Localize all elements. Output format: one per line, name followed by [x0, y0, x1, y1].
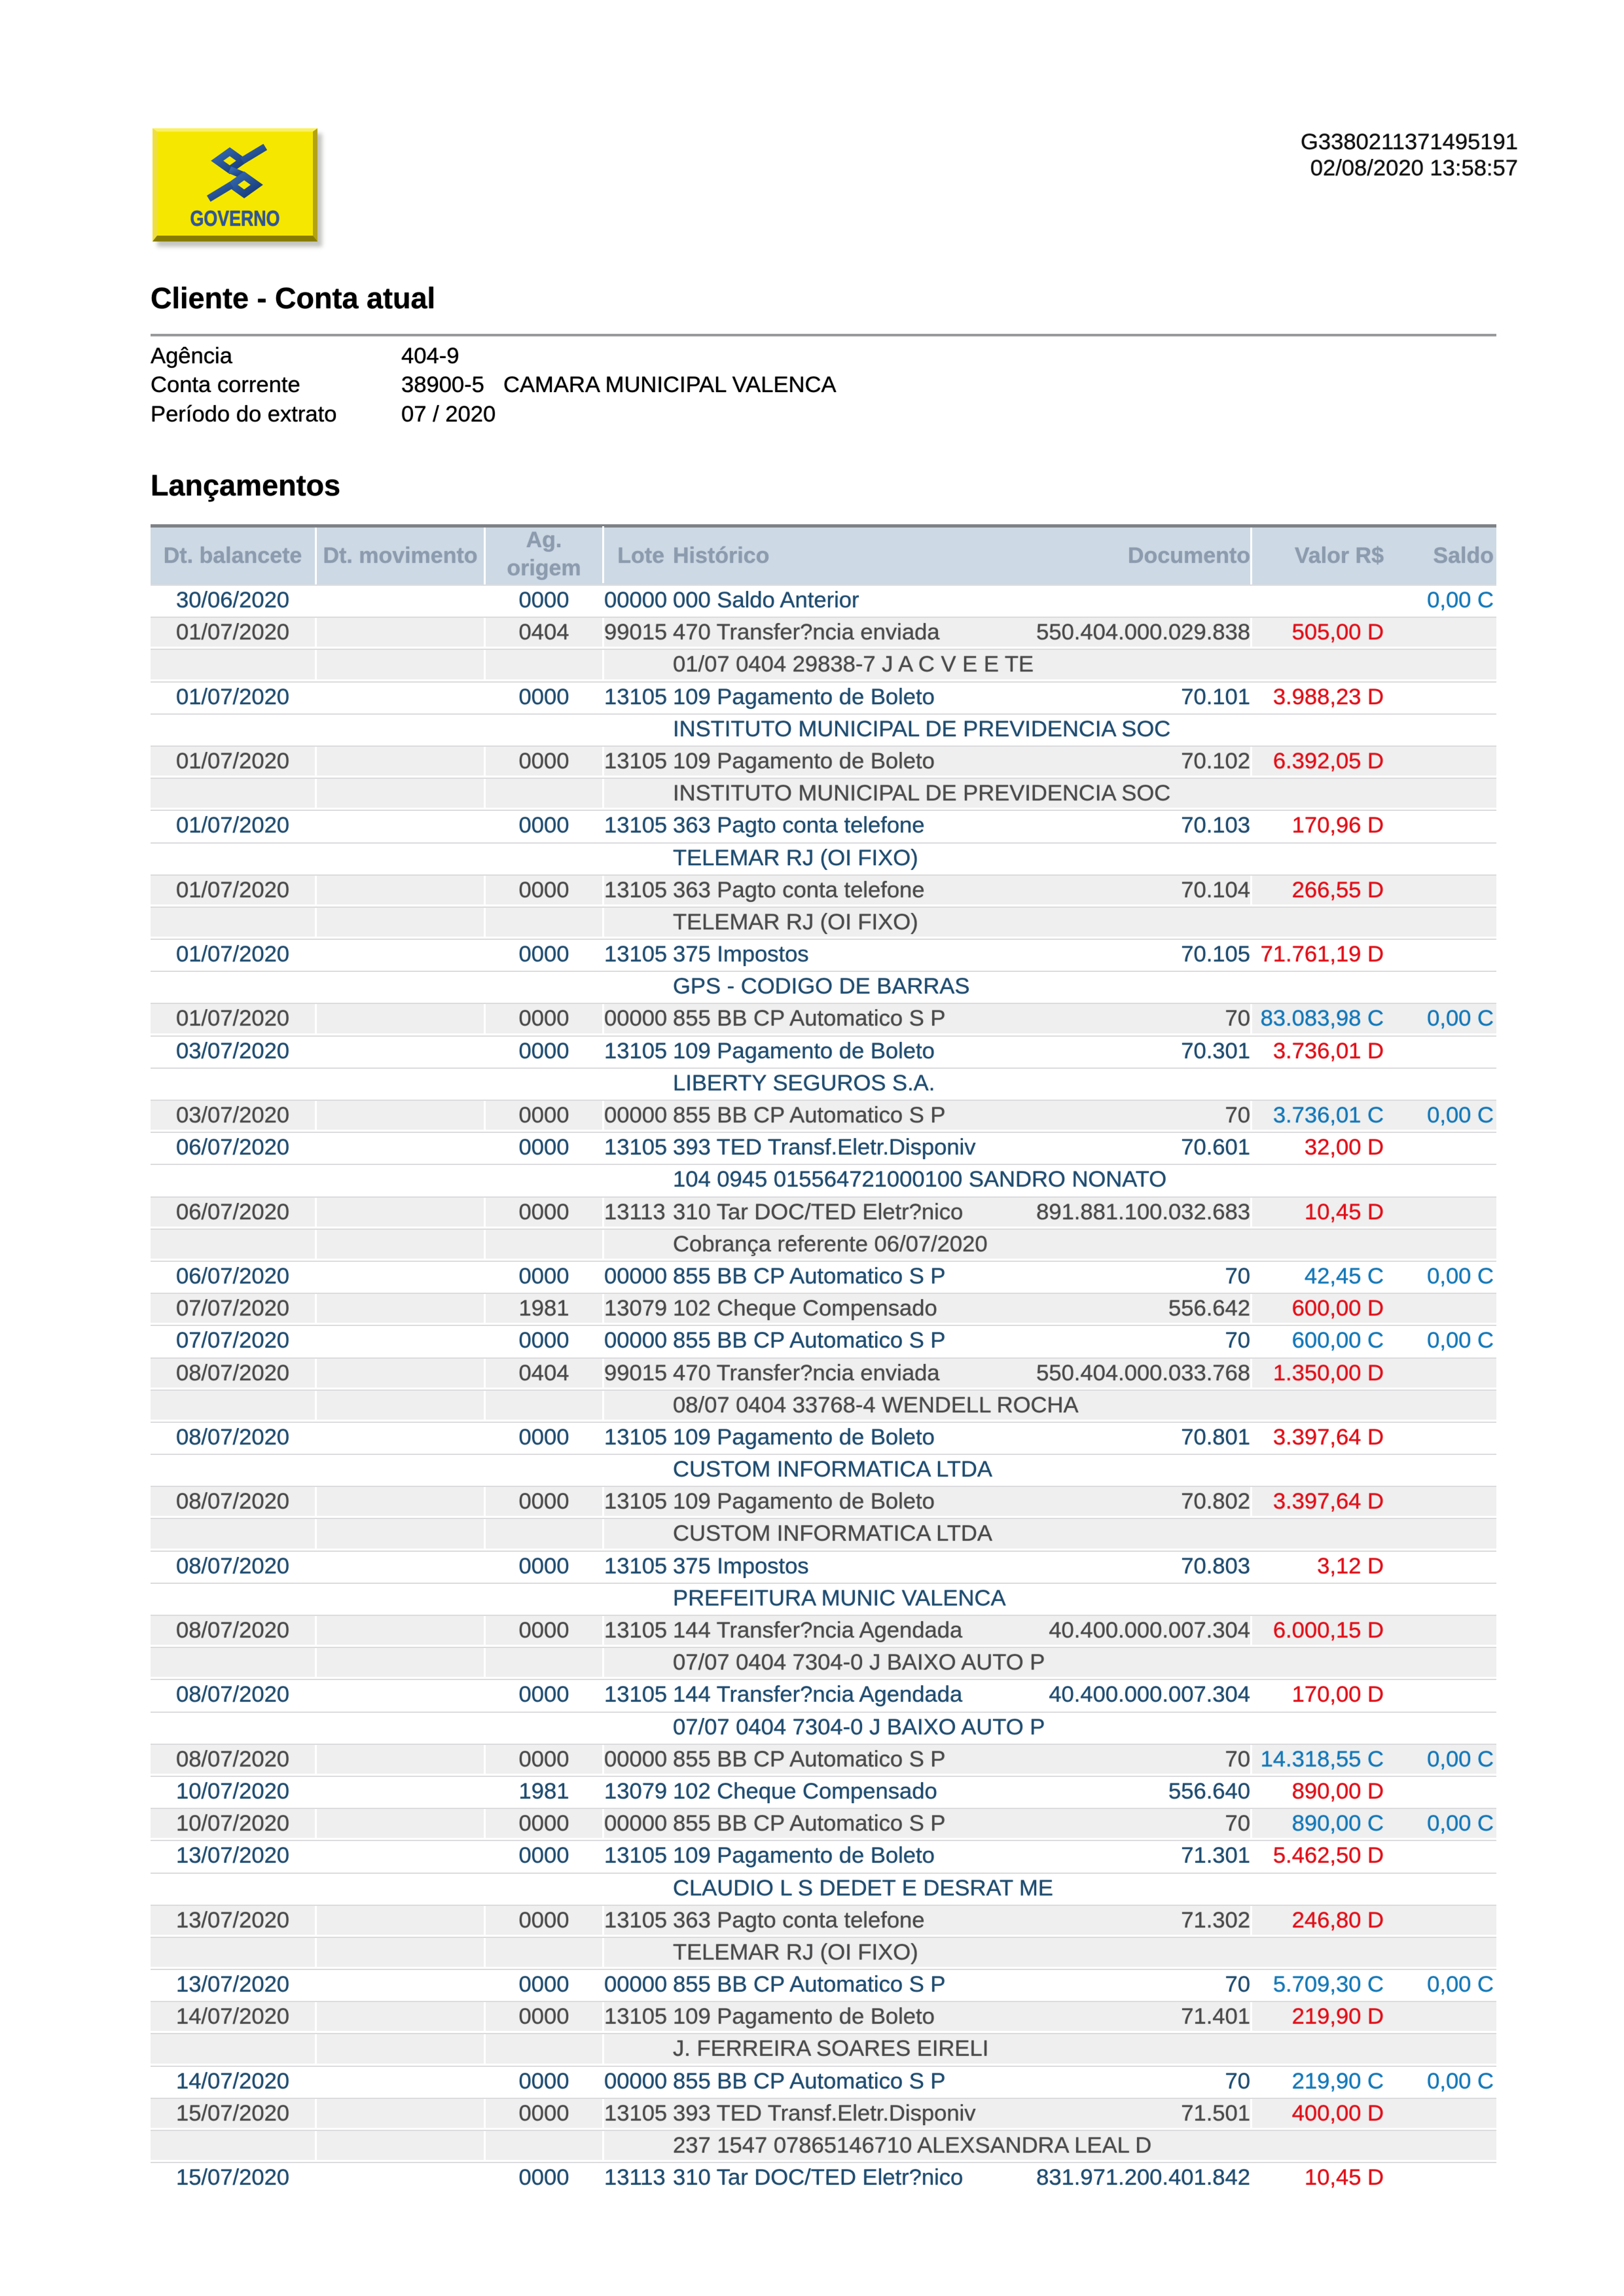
svg-text:GOVERNO: GOVERNO: [190, 207, 280, 230]
